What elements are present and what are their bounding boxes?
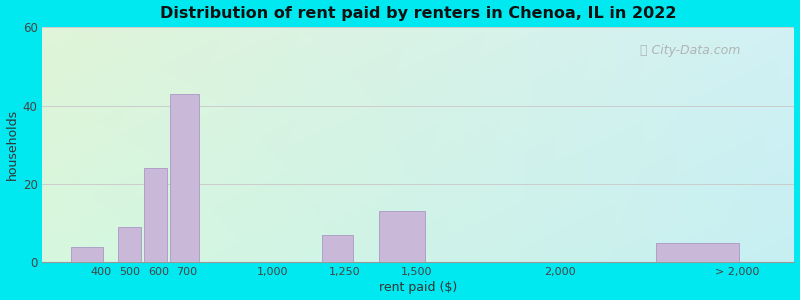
Bar (655, 243, 738, 262)
Bar (379, 212, 425, 262)
Title: Distribution of rent paid by renters in Chenoa, IL in 2022: Distribution of rent paid by renters in … (160, 6, 677, 21)
Bar (118, 227, 142, 262)
Y-axis label: households: households (6, 109, 18, 180)
Bar (71, 247, 102, 262)
X-axis label: rent paid ($): rent paid ($) (379, 281, 458, 294)
Bar (144, 168, 167, 262)
Bar (170, 94, 198, 262)
Bar (322, 235, 354, 262)
Text: Ⓞ City-Data.com: Ⓞ City-Data.com (640, 44, 741, 57)
